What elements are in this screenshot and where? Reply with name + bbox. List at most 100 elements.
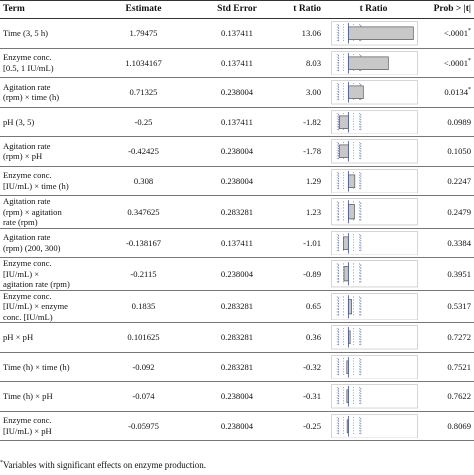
t-ratio-bar-box bbox=[331, 260, 418, 288]
t-ratio-bar-cell bbox=[327, 18, 420, 49]
t-ratio-cell: 0.36 bbox=[283, 322, 327, 353]
prob-value: 0.1050 bbox=[447, 146, 471, 156]
estimate-cell: -0.42425 bbox=[96, 136, 191, 167]
t-ratio-bar-chart bbox=[331, 109, 418, 134]
table-row: Agitation rate (rpm) × pH -0.42425 0.238004… bbox=[0, 136, 474, 167]
t-ratio-bar bbox=[343, 266, 349, 282]
estimate-cell: 0.347625 bbox=[96, 195, 191, 229]
prob-value: 0.8069 bbox=[447, 420, 471, 431]
t-ratio-bar-box bbox=[331, 80, 418, 105]
t-ratio-cell: 13.06 bbox=[283, 18, 327, 49]
t-ratio-bar-box bbox=[331, 109, 418, 135]
t-ratio-bar-chart bbox=[331, 230, 418, 255]
bar-frame bbox=[331, 168, 418, 193]
t-ratio-bar-cell bbox=[327, 411, 420, 441]
t-ratio-bar-chart bbox=[331, 384, 418, 409]
t-ratio-bar-box bbox=[331, 198, 418, 226]
term-line: pH (3, 5) bbox=[3, 116, 35, 127]
t-ratio-bar-chart bbox=[331, 413, 418, 438]
table-row: Enzyme conc. [IU/mL) × pH -0.05975 0.238004… bbox=[0, 411, 474, 441]
t-ratio-bar-chart bbox=[331, 354, 418, 379]
estimate-cell: 1.79475 bbox=[96, 18, 191, 49]
std-error-cell: 0.238004 bbox=[191, 411, 283, 441]
term-line: [IU/mL) × pH bbox=[3, 425, 52, 436]
significance-marker: * bbox=[468, 28, 471, 34]
header-estimate: Estimate bbox=[96, 0, 191, 19]
t-ratio-bar-box bbox=[331, 413, 418, 439]
t-ratio-bar bbox=[348, 56, 389, 70]
prob-cell: 0.2479 bbox=[420, 195, 474, 229]
term-line: (rpm) × time (h) bbox=[3, 92, 60, 103]
std-error-cell: 0.238004 bbox=[191, 77, 283, 108]
prob-cell: 0.3384 bbox=[420, 228, 474, 258]
t-ratio-cell: 8.03 bbox=[283, 48, 327, 78]
term-line: Agitation rate bbox=[3, 140, 51, 151]
prob-value: <.0001 bbox=[443, 28, 468, 38]
header-std-error: Std Error bbox=[191, 0, 283, 19]
table-row: Time (h) × time (h) -0.092 0.283281 -0.32 0.… bbox=[0, 352, 474, 382]
std-error-cell: 0.238004 bbox=[191, 257, 283, 291]
prob-cell: <.0001* bbox=[420, 48, 474, 78]
t-ratio-bar-chart bbox=[331, 168, 418, 193]
prob-value: 0.7272 bbox=[447, 332, 471, 342]
t-ratio-bar-box bbox=[331, 230, 418, 256]
t-ratio-bar-cell bbox=[327, 107, 420, 137]
term-cell: Agitation rate (rpm) × pH bbox=[0, 136, 96, 167]
term-cell: Agitation rate (rpm) × time (h) bbox=[0, 77, 96, 108]
t-ratio-bar-cell bbox=[327, 136, 420, 167]
table-row: pH × pH 0.101625 0.283281 0.36 0.7272 bbox=[0, 322, 474, 353]
t-ratio-cell: -0.25 bbox=[283, 411, 327, 441]
term-line: pH × pH bbox=[3, 332, 34, 342]
t-ratio-bar bbox=[339, 115, 349, 129]
prob-value: 0.7622 bbox=[447, 391, 471, 401]
t-ratio-bar-chart bbox=[331, 50, 418, 75]
term-cell: Enzyme conc. [0.5, 1 IU/mL) bbox=[0, 48, 96, 78]
bar-frame bbox=[331, 260, 418, 288]
footnote: *Variables with significant effects on e… bbox=[0, 460, 206, 470]
t-ratio-bar-chart bbox=[331, 139, 418, 164]
t-ratio-bar bbox=[348, 174, 356, 188]
estimate-cell: -0.074 bbox=[96, 381, 191, 412]
t-ratio-bar-box bbox=[331, 50, 418, 76]
prob-cell: 0.7272 bbox=[420, 322, 474, 353]
header-term: Term bbox=[0, 0, 96, 19]
estimate-cell: 0.308 bbox=[96, 166, 191, 196]
term-line: [IU/mL) × enzyme bbox=[3, 301, 68, 311]
prob-cell: 0.2247 bbox=[420, 166, 474, 196]
term-cell: pH × pH bbox=[0, 322, 96, 353]
t-ratio-bar-chart bbox=[331, 198, 418, 226]
prob-value: 0.3384 bbox=[447, 237, 471, 248]
t-ratio-cell: -0.31 bbox=[283, 381, 327, 412]
bar-frame bbox=[331, 21, 418, 46]
term-cell: Time (h) × time (h) bbox=[0, 352, 96, 382]
bar-frame bbox=[331, 198, 418, 226]
term-line: conc. [IU/mL) bbox=[3, 311, 53, 322]
table-row: Enzyme conc. [IU/mL) × agitation rate (rpm… bbox=[0, 257, 474, 291]
t-ratio-bar-cell bbox=[327, 166, 420, 196]
estimate-cell: 0.101625 bbox=[96, 322, 191, 353]
std-error-cell: 0.238004 bbox=[191, 166, 283, 196]
bar-frame bbox=[331, 50, 418, 75]
table-row: Enzyme conc. [IU/mL) × enzyme conc. [IU/mL… bbox=[0, 290, 474, 323]
estimate-cell: 1.1034167 bbox=[96, 48, 191, 78]
t-ratio-bar-chart bbox=[331, 80, 418, 105]
estimate-cell: 0.71325 bbox=[96, 77, 191, 108]
table-row: Enzyme conc. [0.5, 1 IU/mL) 1.1034167 0.137… bbox=[0, 48, 474, 78]
prob-cell: 0.7521 bbox=[420, 352, 474, 382]
term-line: Enzyme conc. bbox=[3, 170, 52, 181]
prob-value: 0.3951 bbox=[447, 268, 471, 279]
significance-marker: * bbox=[468, 87, 471, 93]
prob-cell: 0.5317 bbox=[420, 290, 474, 323]
t-ratio-cell: -1.82 bbox=[283, 107, 327, 137]
estimate-cell: -0.25 bbox=[96, 107, 191, 137]
t-ratio-bar bbox=[348, 204, 355, 220]
prob-cell: 0.0134* bbox=[420, 77, 474, 108]
estimate-cell: 0.1835 bbox=[96, 290, 191, 323]
term-cell: Agitation rate (rpm) × agitation rate (rpm… bbox=[0, 195, 96, 229]
t-ratio-bar-cell bbox=[327, 381, 420, 412]
t-ratio-cell: -1.78 bbox=[283, 136, 327, 167]
header-t-ratio-chart: t Ratio bbox=[327, 0, 420, 19]
table-row: Agitation rate (rpm) (200, 300) -0.138167 0… bbox=[0, 228, 474, 258]
t-ratio-bar-cell bbox=[327, 77, 420, 108]
